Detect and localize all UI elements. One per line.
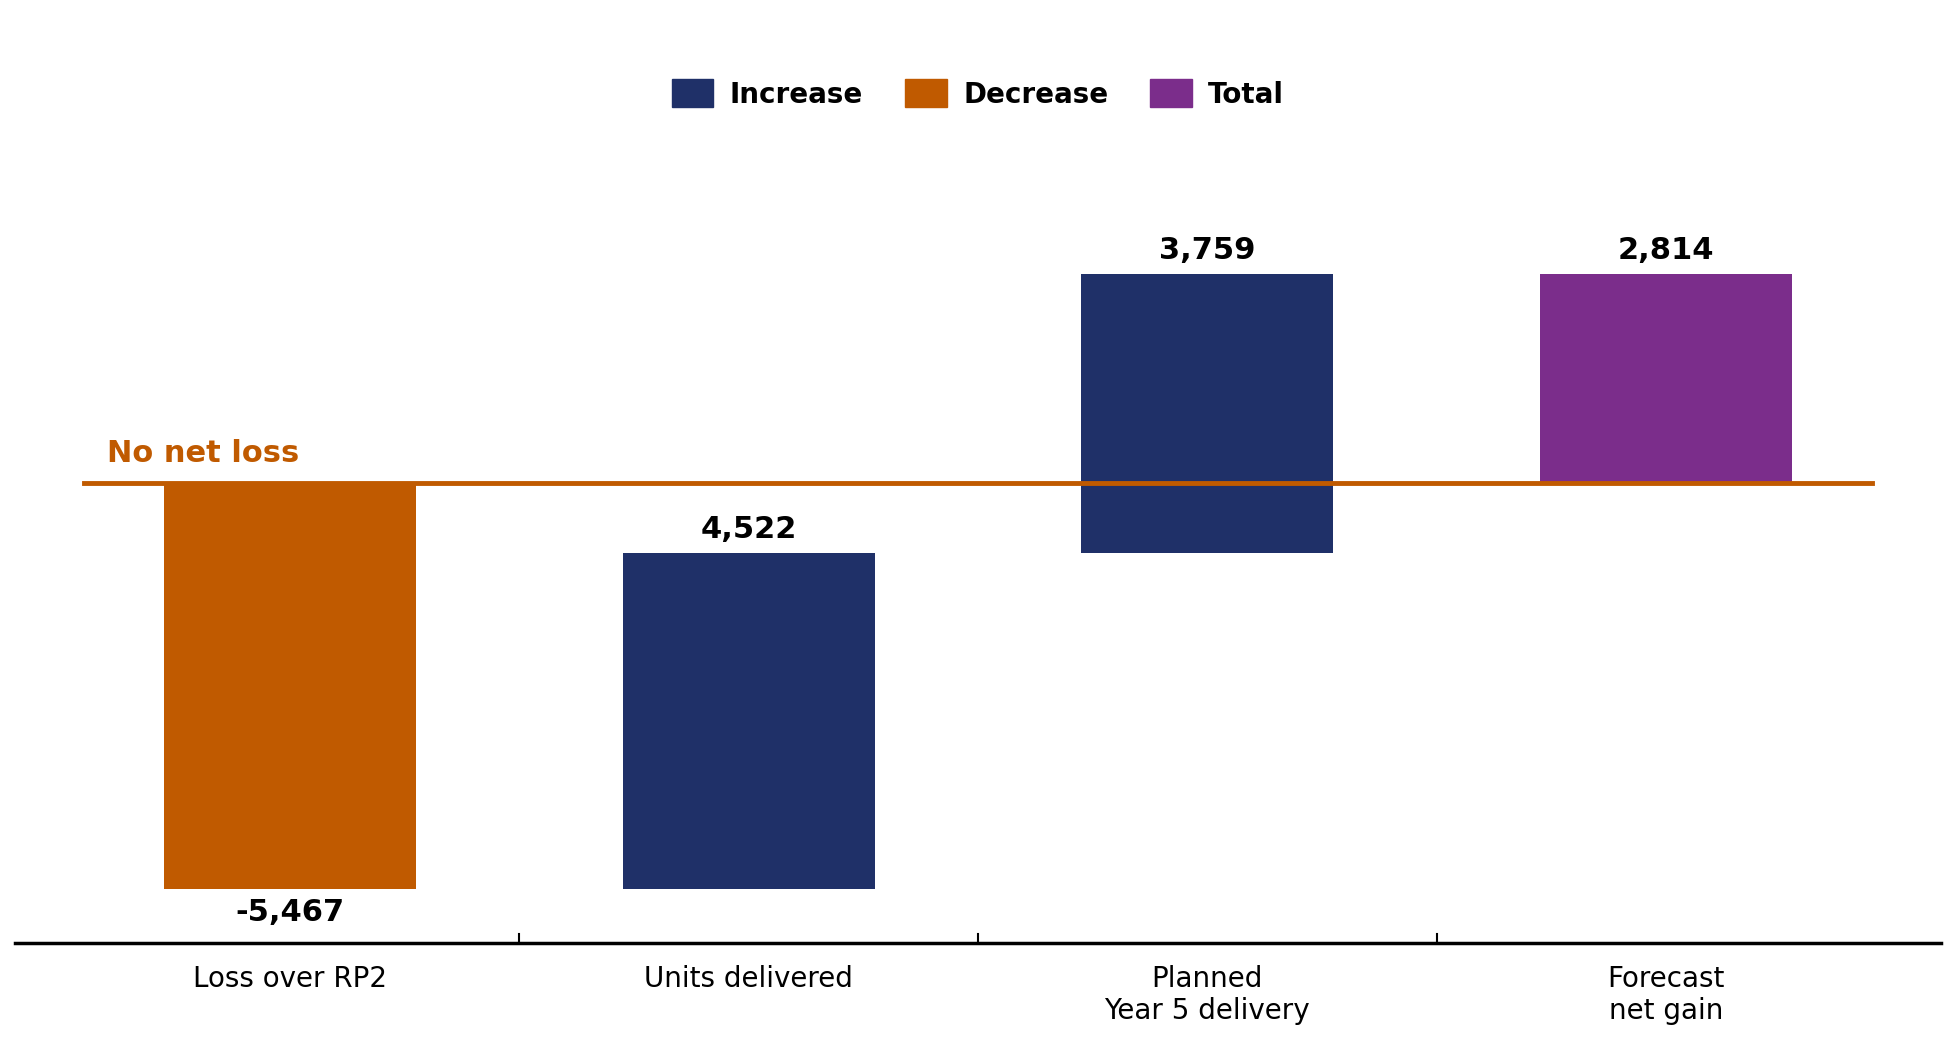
- Text: -5,467: -5,467: [235, 898, 344, 927]
- Bar: [164, 483, 416, 889]
- Text: 2,814: 2,814: [1617, 236, 1713, 265]
- Bar: [622, 553, 874, 889]
- Text: No net loss: No net loss: [108, 439, 299, 468]
- Bar: [1539, 275, 1791, 483]
- Legend: Increase, Decrease, Total: Increase, Decrease, Total: [661, 68, 1294, 120]
- Bar: [1081, 275, 1333, 553]
- Text: 4,522: 4,522: [700, 515, 796, 544]
- Text: 3,759: 3,759: [1159, 236, 1255, 265]
